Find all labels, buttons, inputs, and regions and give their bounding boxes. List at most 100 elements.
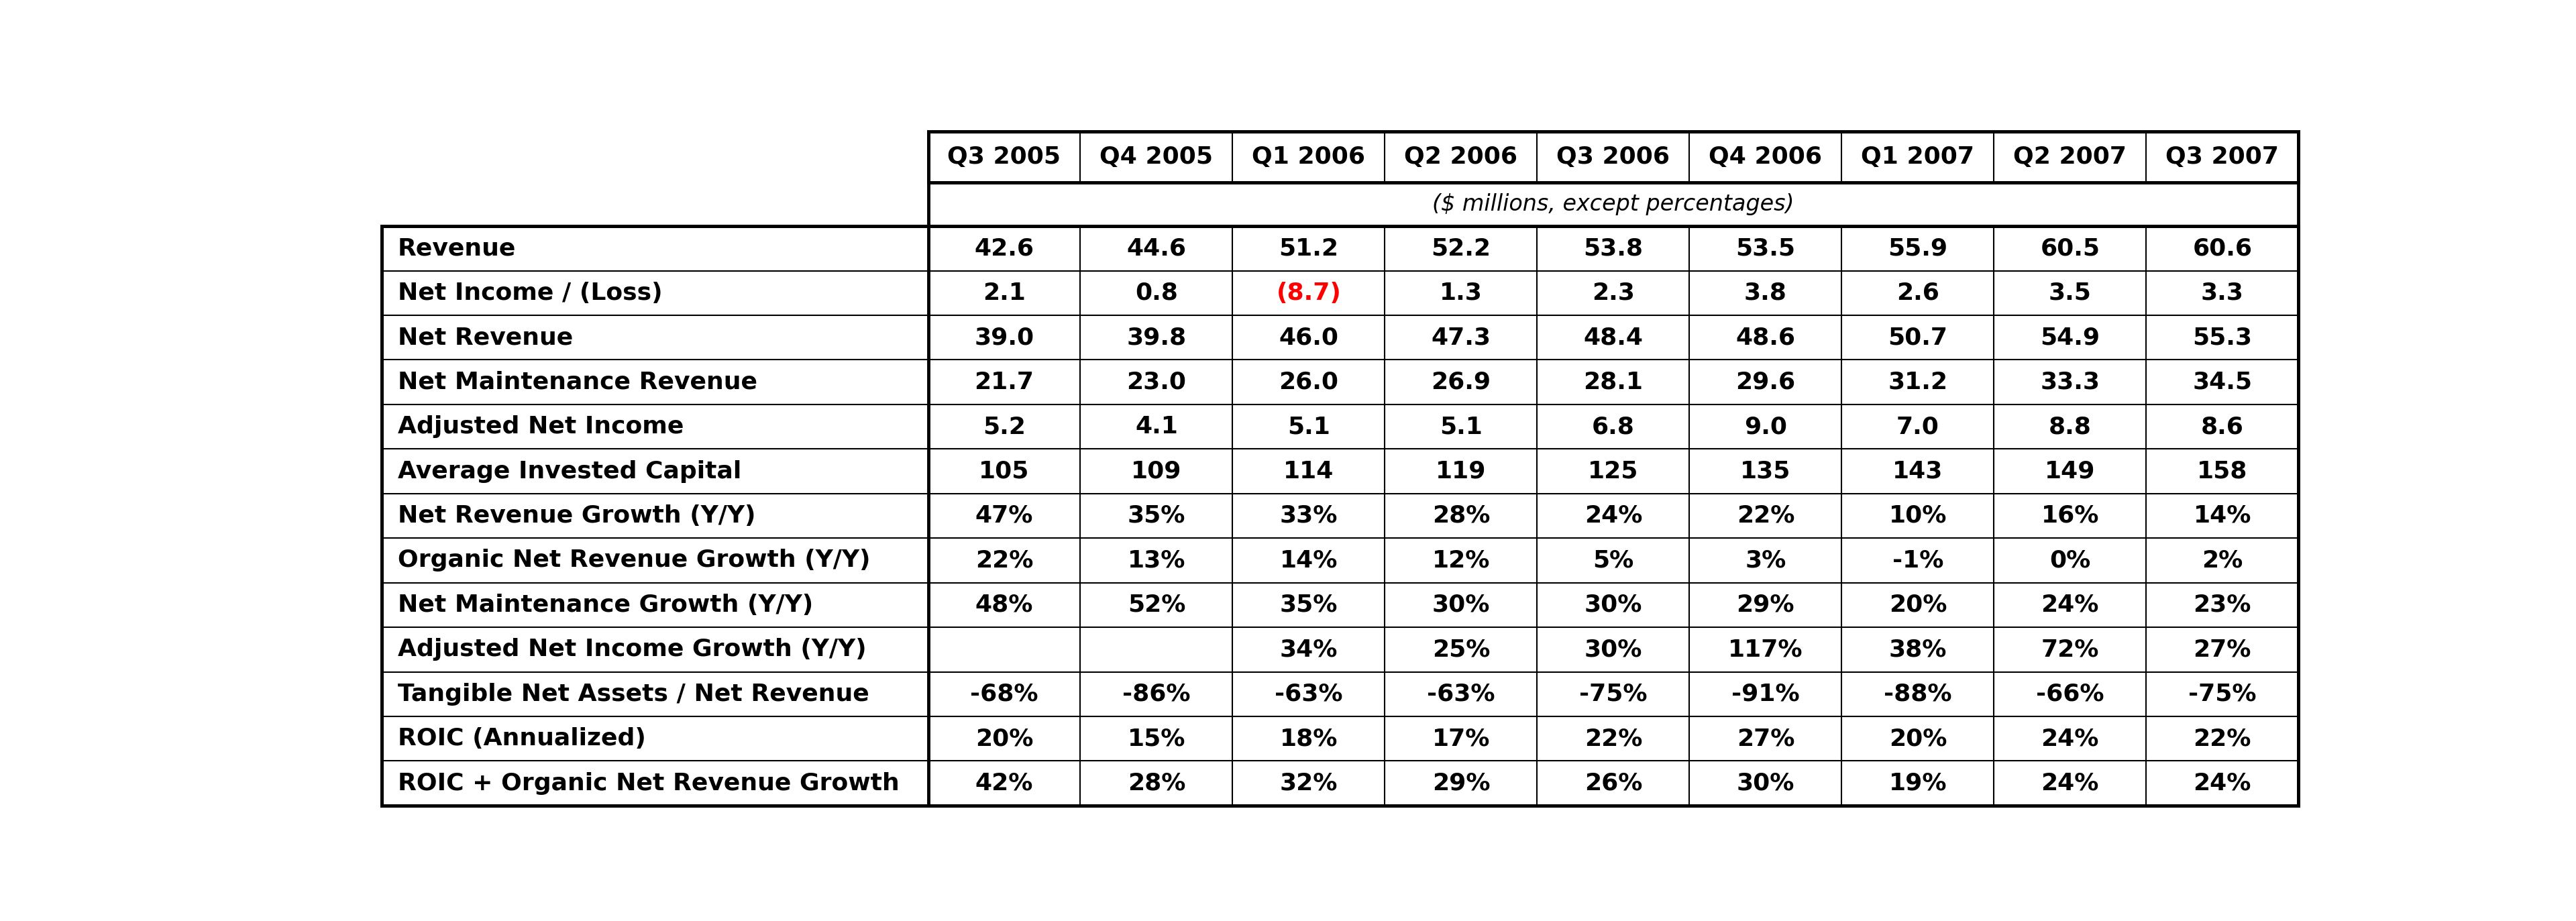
Text: Q1 2006: Q1 2006 (1252, 146, 1365, 169)
Text: 2.3: 2.3 (1592, 282, 1636, 304)
Text: 47%: 47% (976, 505, 1033, 527)
Bar (927, 132, 2298, 182)
Text: 18%: 18% (1280, 728, 1337, 750)
Text: Revenue: Revenue (397, 237, 515, 260)
Text: 20%: 20% (976, 728, 1033, 750)
Text: 53.5: 53.5 (1736, 237, 1795, 260)
Text: 30%: 30% (1584, 638, 1643, 661)
Text: 60.6: 60.6 (2192, 237, 2251, 260)
Text: 0.8: 0.8 (1136, 282, 1177, 304)
Text: 47.3: 47.3 (1432, 326, 1492, 349)
Text: 9.0: 9.0 (1744, 415, 1788, 438)
Text: 26%: 26% (1584, 772, 1643, 795)
Text: -68%: -68% (971, 682, 1038, 705)
Text: -91%: -91% (1731, 682, 1801, 705)
Text: 28.1: 28.1 (1584, 370, 1643, 393)
Text: -1%: -1% (1893, 549, 1942, 572)
Text: Net Maintenance Revenue: Net Maintenance Revenue (397, 370, 757, 393)
Text: 24%: 24% (2192, 772, 2251, 795)
Text: Adjusted Net Income Growth (Y/Y): Adjusted Net Income Growth (Y/Y) (397, 638, 866, 661)
Text: -63%: -63% (1427, 682, 1494, 705)
Text: Q3 2006: Q3 2006 (1556, 146, 1669, 169)
Text: Q3 2005: Q3 2005 (948, 146, 1061, 169)
Text: ($ millions, except percentages): ($ millions, except percentages) (1432, 193, 1795, 216)
Text: 50.7: 50.7 (1888, 326, 1947, 349)
Text: 35%: 35% (1128, 505, 1185, 527)
Text: -66%: -66% (2035, 682, 2105, 705)
Text: 2.1: 2.1 (984, 282, 1025, 304)
Text: 2%: 2% (2202, 549, 2244, 572)
Text: 46.0: 46.0 (1278, 326, 1340, 349)
Text: 0%: 0% (2050, 549, 2092, 572)
Text: -86%: -86% (1123, 682, 1190, 705)
Text: 29%: 29% (1432, 772, 1489, 795)
Bar (927, 182, 2298, 227)
Text: Organic Net Revenue Growth (Y/Y): Organic Net Revenue Growth (Y/Y) (397, 549, 871, 572)
Text: 15%: 15% (1128, 728, 1185, 750)
Text: -75%: -75% (2187, 682, 2257, 705)
Text: 3.8: 3.8 (1744, 282, 1788, 304)
Text: 105: 105 (979, 460, 1030, 483)
Text: 21.7: 21.7 (974, 370, 1033, 393)
Text: 22%: 22% (1584, 728, 1643, 750)
Text: 119: 119 (1435, 460, 1486, 483)
Text: 53.8: 53.8 (1584, 237, 1643, 260)
Text: 42%: 42% (976, 772, 1033, 795)
Text: 30%: 30% (1736, 772, 1795, 795)
Text: -88%: -88% (1883, 682, 1953, 705)
Text: 114: 114 (1283, 460, 1334, 483)
Text: 33.3: 33.3 (2040, 370, 2099, 393)
Text: 27%: 27% (1736, 728, 1795, 750)
Text: 3%: 3% (1744, 549, 1785, 572)
Text: 48.6: 48.6 (1736, 326, 1795, 349)
Text: 22%: 22% (1736, 505, 1795, 527)
Text: 48%: 48% (976, 593, 1033, 616)
Text: 3.5: 3.5 (2048, 282, 2092, 304)
Text: 17%: 17% (1432, 728, 1489, 750)
Text: 22%: 22% (2192, 728, 2251, 750)
Text: Q2 2006: Q2 2006 (1404, 146, 1517, 169)
Text: 20%: 20% (1888, 728, 1947, 750)
Text: 149: 149 (2045, 460, 2094, 483)
Text: 5.2: 5.2 (984, 415, 1025, 438)
Text: Average Invested Capital: Average Invested Capital (397, 460, 742, 483)
Text: 39.0: 39.0 (974, 326, 1033, 349)
Text: 33%: 33% (1280, 505, 1337, 527)
Text: 14%: 14% (1280, 549, 1337, 572)
Text: 5.1: 5.1 (1440, 415, 1481, 438)
Text: 24%: 24% (1584, 505, 1643, 527)
Text: 135: 135 (1741, 460, 1790, 483)
Text: Q3 2007: Q3 2007 (2166, 146, 2280, 169)
Text: 117%: 117% (1728, 638, 1803, 661)
Text: 24%: 24% (2040, 772, 2099, 795)
Text: -63%: -63% (1275, 682, 1342, 705)
Text: ROIC + Organic Net Revenue Growth: ROIC + Organic Net Revenue Growth (397, 772, 899, 795)
Text: 19%: 19% (1888, 772, 1947, 795)
Text: 5.1: 5.1 (1288, 415, 1329, 438)
Text: 28%: 28% (1128, 772, 1185, 795)
Text: 26.0: 26.0 (1278, 370, 1340, 393)
Text: 25%: 25% (1432, 638, 1489, 661)
Text: Q1 2007: Q1 2007 (1860, 146, 1973, 169)
Text: (8.7): (8.7) (1275, 282, 1342, 304)
Text: 8.6: 8.6 (2200, 415, 2244, 438)
Text: 7.0: 7.0 (1896, 415, 1940, 438)
Text: 125: 125 (1587, 460, 1638, 483)
Text: 42.6: 42.6 (974, 237, 1033, 260)
Bar (381, 227, 2298, 806)
Text: 27%: 27% (2192, 638, 2251, 661)
Text: Adjusted Net Income: Adjusted Net Income (397, 415, 683, 438)
Text: Q4 2006: Q4 2006 (1708, 146, 1821, 169)
Text: 23%: 23% (2192, 593, 2251, 616)
Text: 29.6: 29.6 (1736, 370, 1795, 393)
Text: 54.9: 54.9 (2040, 326, 2099, 349)
Text: Net Maintenance Growth (Y/Y): Net Maintenance Growth (Y/Y) (397, 593, 814, 616)
Text: 4.1: 4.1 (1136, 415, 1177, 438)
Text: 30%: 30% (1432, 593, 1489, 616)
Text: 28%: 28% (1432, 505, 1489, 527)
Text: Net Revenue: Net Revenue (397, 326, 572, 349)
Text: Tangible Net Assets / Net Revenue: Tangible Net Assets / Net Revenue (397, 682, 868, 705)
Text: 38%: 38% (1888, 638, 1947, 661)
Text: 22%: 22% (976, 549, 1033, 572)
Text: 8.8: 8.8 (2048, 415, 2092, 438)
